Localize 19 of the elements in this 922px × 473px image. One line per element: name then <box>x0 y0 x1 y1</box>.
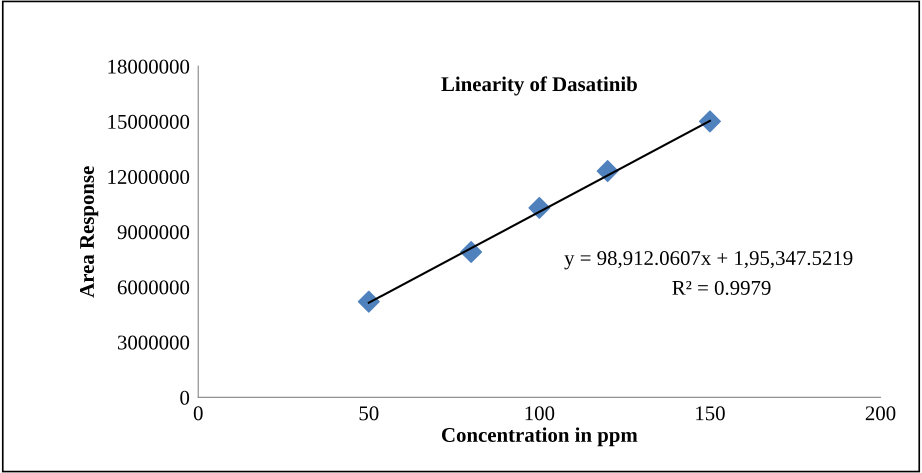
x-axis-title: Concentration in ppm <box>442 427 638 446</box>
y-axis-title: Area Response <box>80 166 98 298</box>
point <box>358 290 380 313</box>
y-tick-label: 3000000 <box>118 336 190 350</box>
y-tick-label: 12000000 <box>108 170 190 184</box>
y-tick-label: 9000000 <box>118 225 190 240</box>
chart-title: Linearity of Dasatinib <box>441 76 637 96</box>
annotation: R² = 0.9979 <box>672 280 770 295</box>
annotation: y = 98,912.0607x + 1,95,347.5219 <box>564 251 852 270</box>
x-tick-label: 0 <box>194 406 203 420</box>
y-tick-label: 6000000 <box>118 280 190 294</box>
x-tick-label: 50 <box>360 406 378 420</box>
point <box>698 110 721 132</box>
x-tick-label: 200 <box>866 406 896 420</box>
y-tick-label: 15000000 <box>108 114 190 129</box>
x-tick-label: 100 <box>526 406 554 420</box>
y-tick-label: 0 <box>180 390 190 405</box>
y-tick-label: 18000000 <box>108 60 190 74</box>
x-tick-label: 150 <box>696 406 725 420</box>
